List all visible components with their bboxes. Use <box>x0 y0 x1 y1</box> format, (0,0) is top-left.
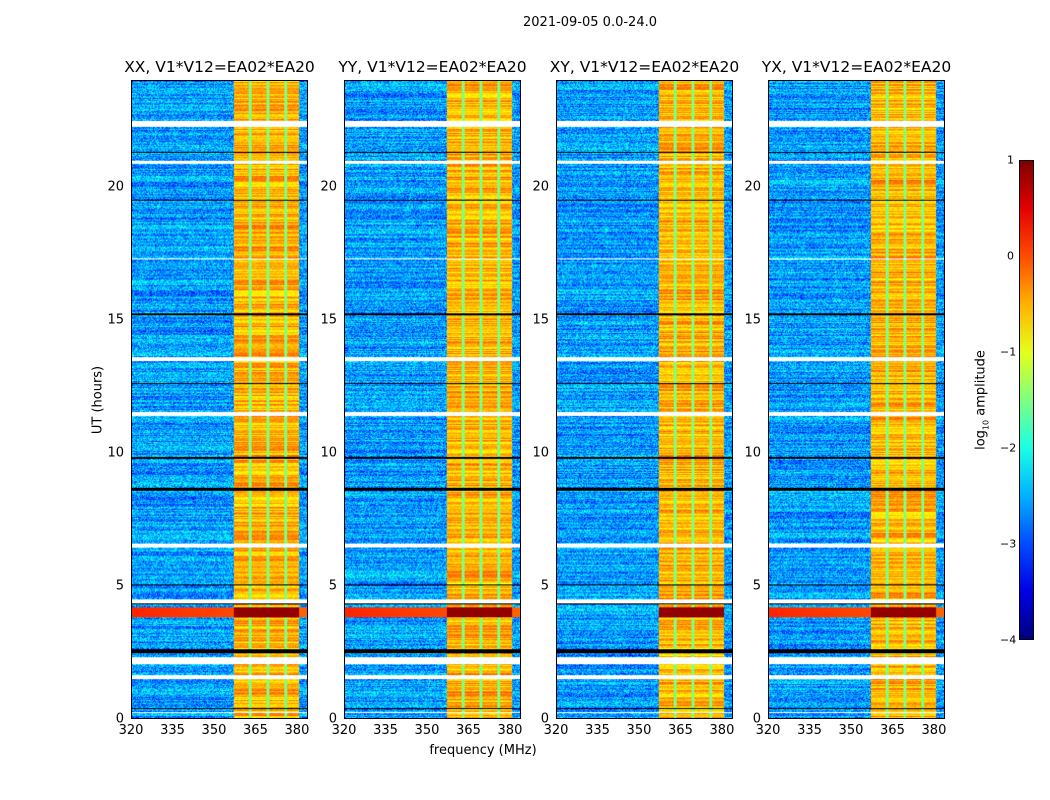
y-tick-label: 10 <box>532 445 549 461</box>
y-axis-label: UT (hours) <box>90 365 106 435</box>
colorbar-label: log10 amplitude <box>973 350 991 450</box>
colorbar-tick-label: 1 <box>1007 153 1014 167</box>
x-tick-label: 350 <box>626 723 652 738</box>
y-tick-label: 20 <box>744 179 761 194</box>
panel-title: YX, V1*V12=EA02*EA20 <box>761 58 952 76</box>
x-tick-label: 380 <box>921 723 947 738</box>
y-tick-label: 15 <box>107 312 124 328</box>
heatmap-canvas <box>131 80 308 719</box>
y-tick-label: 15 <box>320 312 337 328</box>
heatmap-canvas <box>344 80 521 719</box>
x-tick-label: 365 <box>880 723 905 738</box>
y-tick-label: 5 <box>752 578 761 594</box>
heatmap-canvas <box>768 80 945 719</box>
y-tick-label: 15 <box>744 312 761 328</box>
x-tick-label: 350 <box>201 723 227 738</box>
x-tick-label: 350 <box>414 723 440 738</box>
y-tick-label: 5 <box>540 578 549 594</box>
spectrogram-panel: YX, V1*V12=EA02*EA20 320 335 350 365 380 0 5 10 1… <box>744 58 951 738</box>
y-tick-label: 10 <box>320 445 337 461</box>
y-tick-label: 10 <box>744 445 761 461</box>
y-tick-label: 20 <box>107 179 124 194</box>
x-axis-label: frequency (MHz) <box>429 743 537 758</box>
x-tick-label: 365 <box>243 723 268 738</box>
colorbar-tick-label: 0 <box>1007 249 1014 263</box>
colorbar-tick-label: −2 <box>1000 441 1017 455</box>
x-tick-label: 320 <box>543 723 569 738</box>
colorbar-tick-label: −3 <box>1000 537 1017 551</box>
spectrogram-panel: XY, V1*V12=EA02*EA20 320 335 350 365 380 0 5 10 1… <box>532 58 739 738</box>
figure-title: 2021-09-05 0.0-24.0 <box>523 15 657 30</box>
x-tick-label: 350 <box>838 723 864 738</box>
y-tick-label: 20 <box>532 179 549 194</box>
y-tick-label: 0 <box>328 711 337 727</box>
panel-title: YY, V1*V12=EA02*EA20 <box>338 58 527 76</box>
x-tick-label: 335 <box>373 723 398 738</box>
y-tick-label: 15 <box>532 312 549 328</box>
y-tick-label: 10 <box>107 445 124 461</box>
x-tick-label: 335 <box>160 723 185 738</box>
heatmap-canvas <box>556 80 733 719</box>
x-tick-label: 380 <box>709 723 735 738</box>
x-tick-label: 365 <box>668 723 693 738</box>
x-tick-label: 320 <box>755 723 781 738</box>
spectrogram-panel: XX, V1*V12=EA02*EA20 320 335 350 365 380 0 5 10 1… <box>107 58 314 738</box>
y-tick-label: 0 <box>752 711 761 727</box>
y-tick-label: 5 <box>328 578 337 594</box>
panel-title: XY, V1*V12=EA02*EA20 <box>549 58 740 76</box>
y-tick-label: 0 <box>540 711 549 727</box>
x-tick-label: 365 <box>456 723 481 738</box>
panel-title: XX, V1*V12=EA02*EA20 <box>124 58 315 76</box>
x-tick-label: 380 <box>284 723 310 738</box>
colorbar <box>1019 160 1034 640</box>
x-tick-label: 335 <box>797 723 822 738</box>
colorbar-tick-label: −4 <box>1000 633 1017 647</box>
spectrogram-panel: YY, V1*V12=EA02*EA20 320 335 350 365 380 0 5 10 1… <box>320 58 526 738</box>
colorbar-tick-label: −1 <box>1000 345 1017 359</box>
y-tick-label: 5 <box>115 578 124 594</box>
x-tick-label: 320 <box>118 723 144 738</box>
y-tick-label: 0 <box>115 711 124 727</box>
x-tick-label: 320 <box>331 723 357 738</box>
x-tick-label: 335 <box>585 723 610 738</box>
y-tick-label: 20 <box>320 179 337 194</box>
x-tick-label: 380 <box>497 723 523 738</box>
